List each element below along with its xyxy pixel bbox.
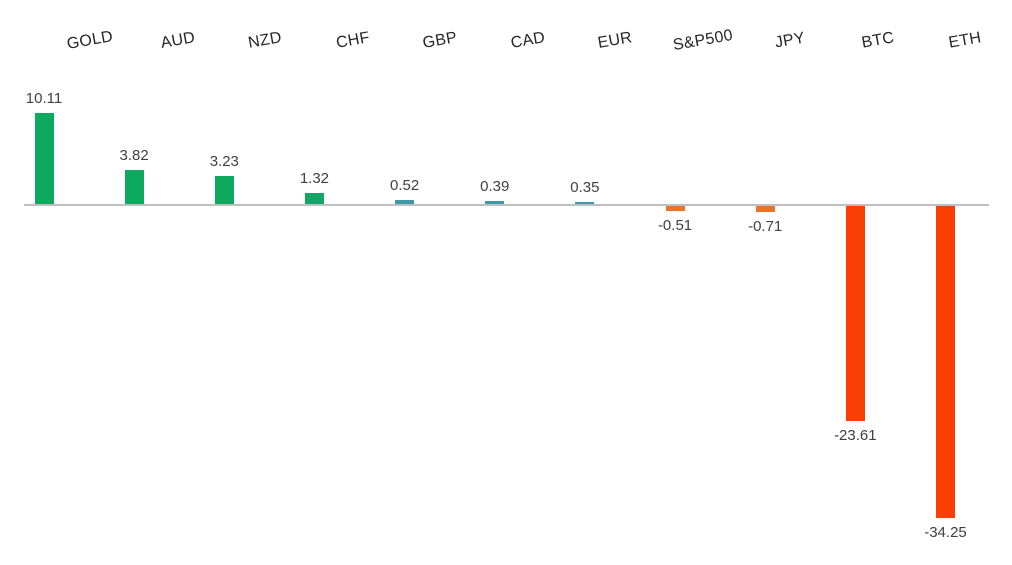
bar-cad: [485, 201, 505, 205]
value-label: 0.39: [480, 178, 510, 196]
value-label: 0.52: [389, 177, 420, 195]
value-label: -0.51: [657, 216, 693, 234]
value-label: 10.11: [25, 89, 63, 107]
value-label: 3.82: [119, 147, 149, 165]
bar-chf: [304, 192, 324, 205]
bar-eth: [936, 206, 955, 518]
value-label: 3.23: [209, 152, 239, 170]
bar-btc: [845, 206, 865, 421]
bar-sp500: [665, 206, 685, 211]
value-label: -23.61: [834, 426, 877, 444]
bar-jpy: [755, 206, 775, 213]
value-label: 0.35: [570, 178, 600, 196]
bar-aud: [124, 170, 144, 205]
bar-nzd: [214, 175, 234, 205]
value-label: 1.32: [299, 169, 330, 187]
bar-eur: [575, 201, 595, 205]
bar-gold: [34, 112, 54, 205]
value-label: -0.71: [748, 218, 783, 236]
bar-gbp: [395, 200, 415, 205]
zero-axis-line: [24, 204, 989, 206]
value-label: -34.25: [924, 523, 967, 541]
